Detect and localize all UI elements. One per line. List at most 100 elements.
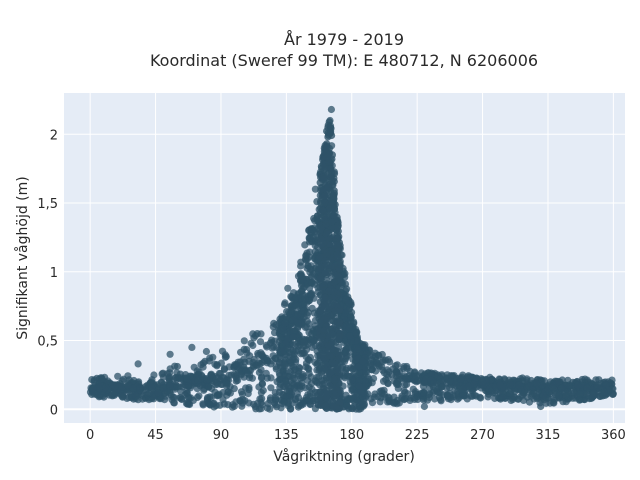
data-point [218,347,227,355]
data-point [325,287,333,296]
data-point [559,398,567,406]
data-point [464,372,473,380]
data-point [275,359,284,367]
data-point [216,401,224,409]
data-point [318,283,326,291]
data-point [211,360,219,368]
data-point [333,224,342,232]
data-point [223,380,231,388]
y-tick-label: 1,5 [37,197,58,212]
data-point [289,333,298,341]
outlier-point [98,375,106,383]
data-point [320,199,329,207]
data-point [244,390,252,398]
data-point [215,391,223,399]
data-point [342,355,350,363]
data-point [184,400,192,408]
x-tick-label: 315 [536,428,561,443]
data-point [333,213,341,221]
data-point [245,357,253,365]
outlier-point [311,185,319,193]
data-point [267,384,275,392]
y-tick-label: 0,5 [37,335,58,350]
data-point [335,335,343,344]
data-point [154,389,162,397]
data-point [319,207,327,215]
data-point [227,371,235,379]
data-point [262,369,270,377]
data-point [249,400,258,408]
data-point [294,322,302,331]
data-point [305,383,313,391]
data-point [430,387,438,395]
data-point [506,389,514,397]
data-point [368,366,376,374]
data-point [384,356,392,364]
data-point [281,361,289,369]
data-point [296,271,304,279]
data-point [231,361,239,369]
data-point [301,295,309,303]
data-point [484,393,492,401]
data-point [400,387,408,395]
data-point [297,350,305,358]
data-point [602,380,611,389]
data-point [330,189,338,197]
chart-title: År 1979 - 2019 [284,30,404,49]
data-point [575,396,584,404]
data-point [390,399,398,407]
data-point [95,385,103,393]
x-tick-label: 360 [601,428,626,443]
data-point [328,218,336,226]
data-point [294,310,302,318]
data-point [158,370,166,378]
data-point [335,265,343,273]
data-point [111,388,119,397]
data-point [166,382,174,390]
y-tick-label: 1 [50,266,58,281]
data-point [264,400,272,408]
data-point [316,274,324,282]
data-point [324,153,332,161]
data-point [294,393,303,402]
data-point [308,226,316,234]
data-point [322,220,330,228]
data-point [457,376,465,384]
data-point [301,255,310,263]
y-tick-label: 2 [50,128,58,143]
data-point [574,381,582,389]
y-axis-title: Signifikant våghöjd (m) [14,176,31,339]
data-point [329,317,338,325]
data-point [90,376,98,384]
data-point [330,288,338,296]
outlier-point [253,330,261,338]
data-point [124,381,132,389]
data-point [548,383,557,391]
data-point [295,402,303,410]
data-point [330,376,338,384]
data-point [359,357,367,365]
data-point [239,396,247,404]
data-point [134,396,142,404]
data-point [506,381,514,389]
data-point [233,371,241,379]
data-point [371,390,379,398]
data-point [438,383,446,391]
data-point [562,392,570,400]
data-point [367,359,375,368]
data-point [255,368,263,377]
data-point [343,401,351,410]
data-point [297,374,305,382]
data-point [590,389,598,397]
data-point [581,375,589,383]
data-point [263,343,271,351]
data-point [333,254,341,262]
data-point [300,338,308,346]
data-point [401,372,409,380]
data-point [281,319,289,327]
data-point [254,351,262,359]
x-tick-label: 225 [405,428,430,443]
data-point [290,384,298,392]
data-point [318,303,326,311]
data-point [271,393,280,401]
